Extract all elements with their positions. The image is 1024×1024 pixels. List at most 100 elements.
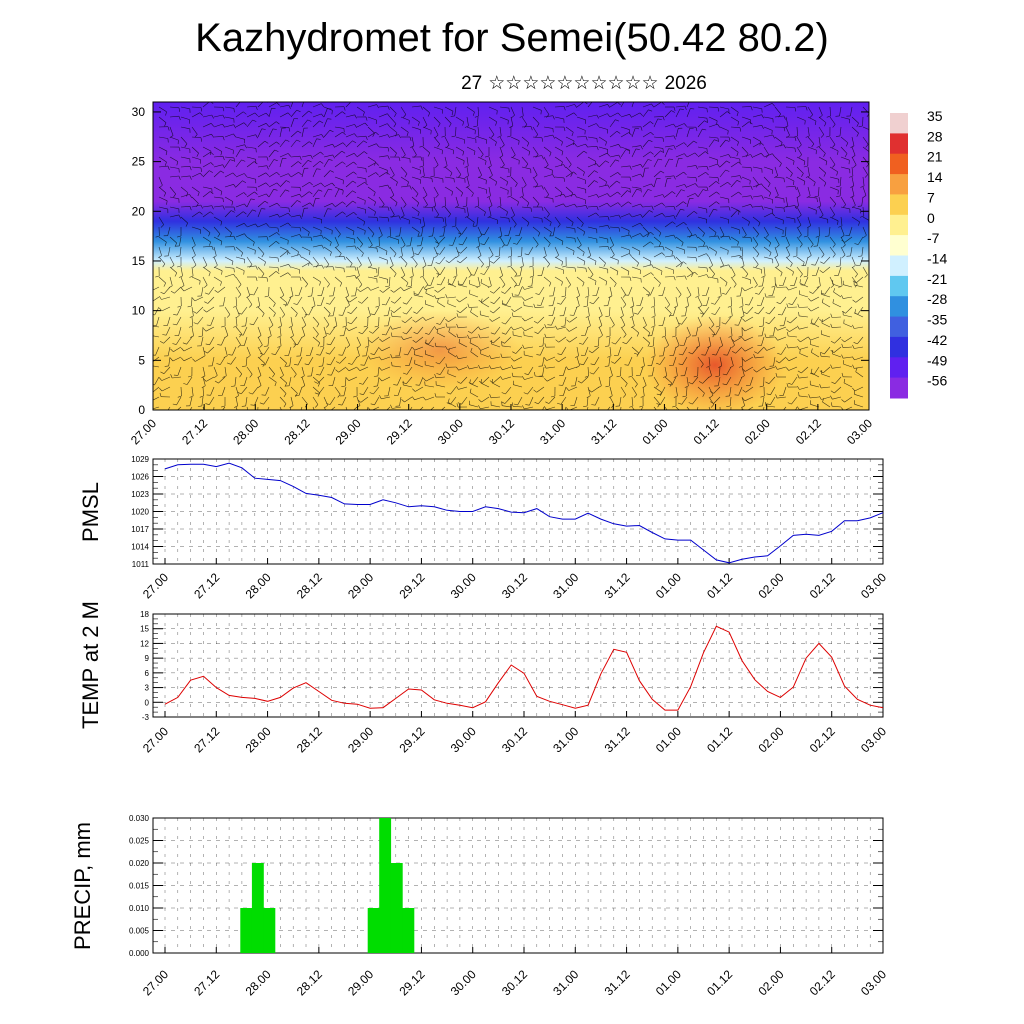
wind-barb-flag (796, 406, 800, 410)
wind-barb-flag (702, 128, 707, 131)
wind-barb (224, 226, 232, 234)
wind-barb (491, 382, 501, 388)
wind-barb-flag (673, 395, 678, 398)
date-year: 2026 (664, 73, 707, 94)
wind-barb-flag (375, 245, 380, 248)
wind-barb (744, 286, 754, 292)
wind-barb-flag (358, 264, 362, 268)
wind-barb (608, 356, 611, 366)
wind-barb (224, 124, 234, 128)
wind-barb (686, 211, 695, 218)
x-tick-label: 03.00 (858, 570, 889, 601)
wind-barb-flag (255, 223, 259, 228)
wind-barb-flag (233, 133, 237, 138)
wind-barb-flag (717, 107, 720, 112)
wind-barb-flag (797, 345, 800, 350)
wind-barb-flag (275, 271, 280, 274)
wind-barb (257, 306, 265, 314)
wind-barb (785, 205, 795, 208)
wind-barb-flag (832, 254, 836, 258)
wind-barb-flag (276, 182, 280, 187)
wind-barb (191, 226, 201, 230)
wind-barb-flag (556, 302, 561, 305)
wind-barb-flag (353, 212, 357, 216)
wind-barb (482, 376, 490, 384)
wind-barb-flag (822, 398, 824, 403)
wind-barb (447, 303, 457, 308)
wind-barb-flag (280, 375, 284, 379)
wind-barb-flag (360, 364, 365, 366)
wind-barb (543, 186, 550, 195)
wind-barb (301, 306, 308, 315)
wind-barb (532, 116, 540, 124)
wind-barb (480, 406, 490, 410)
wind-barb-flag (755, 183, 759, 188)
wind-barb (389, 196, 398, 203)
wind-barb-flag (464, 215, 469, 218)
wind-barb (823, 256, 831, 264)
wind-barb (776, 286, 787, 288)
wind-barb (257, 256, 266, 263)
wind-barb-flag (485, 160, 487, 165)
wind-barb (224, 146, 234, 151)
wind-barb (807, 146, 817, 151)
wind-barb (312, 234, 322, 238)
wind-barb-flag (833, 288, 836, 293)
wind-barb-flag (854, 309, 856, 314)
wind-barb (167, 346, 171, 356)
wind-barb (279, 104, 289, 108)
wind-barb-flag (199, 172, 203, 177)
wind-barb-flag (803, 235, 808, 238)
wind-barb (268, 102, 277, 108)
wind-barb (565, 286, 567, 297)
wind-barb (697, 106, 707, 109)
x-tick-label: 28.00 (230, 416, 261, 447)
wind-barb-flag (497, 205, 502, 208)
wind-barb (191, 136, 202, 138)
wind-barb-flag (628, 375, 633, 378)
wind-barb-flag (307, 119, 312, 122)
wind-barb (741, 266, 749, 274)
wind-barb (367, 246, 377, 249)
wind-barb (169, 156, 178, 162)
wind-barb-flag (307, 160, 312, 163)
wind-barb (391, 336, 402, 338)
wind-barb-flag (490, 301, 495, 304)
x-tick-label: 01.12 (704, 967, 735, 998)
wind-barb-flag (595, 212, 599, 217)
wind-barb (312, 276, 321, 282)
wind-barb-flag (299, 187, 302, 192)
wind-barb (653, 386, 662, 393)
wind-barb-flag (189, 175, 192, 180)
y-tick-label: 0.010 (129, 904, 150, 913)
wind-barb-flag (400, 336, 404, 340)
wind-barb (686, 193, 696, 198)
wind-barb (153, 406, 160, 410)
wind-barb (422, 216, 426, 226)
wind-barb (593, 366, 600, 375)
wind-barb-flag (367, 407, 371, 410)
wind-barb-flag (244, 203, 248, 208)
x-tick-label: 01.12 (704, 724, 735, 755)
wind-barb-flag (177, 305, 182, 308)
wind-barb (675, 336, 680, 346)
wind-barb (202, 366, 206, 376)
wind-barb (785, 236, 790, 246)
wind-barb (729, 396, 732, 407)
colorbar-label: -35 (927, 312, 947, 328)
wind-barb (268, 141, 277, 148)
wind-barb (818, 136, 821, 146)
x-tick-label: 31.12 (602, 570, 633, 601)
colorbar-segment (890, 296, 908, 318)
wind-barb-flag (414, 253, 419, 255)
wind-barb-flag (545, 401, 550, 404)
wind-barb-flag (261, 364, 266, 366)
wind-barb (447, 296, 457, 299)
wind-barb (213, 266, 223, 272)
wind-barb (491, 366, 501, 370)
wind-barb-flag (287, 212, 291, 217)
wind-barb-flag (599, 335, 603, 339)
wind-barb-flag (810, 372, 815, 375)
wind-barb-flag (390, 353, 393, 359)
wind-barb-flag (406, 282, 409, 287)
